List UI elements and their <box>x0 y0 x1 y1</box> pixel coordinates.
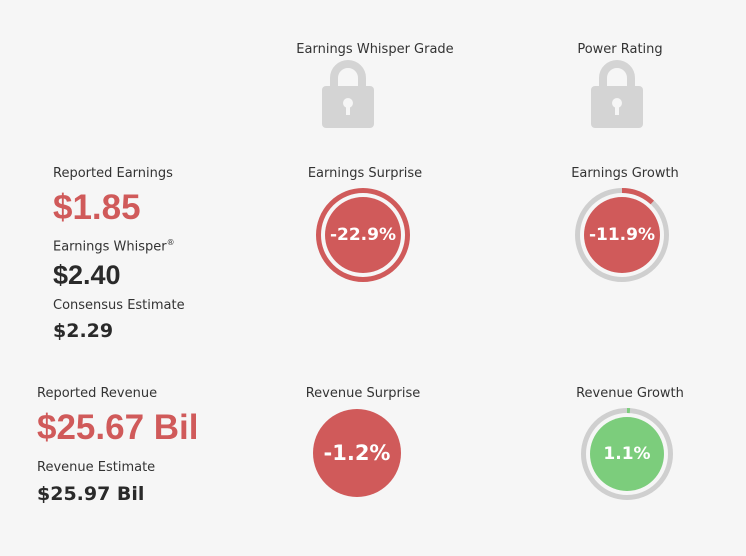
revenue-surprise-label: Revenue Surprise <box>305 386 421 401</box>
revenue-growth-value: 1.1% <box>603 444 651 464</box>
registered-mark: ® <box>166 238 175 247</box>
reported-earnings-label: Reported Earnings <box>53 166 173 181</box>
revenue-surprise-value: -1.2% <box>323 441 391 465</box>
earnings-whisper-value: $2.40 <box>53 260 121 290</box>
earnings-surprise-label: Earnings Surprise <box>307 166 423 181</box>
earnings-growth-label: Earnings Growth <box>571 166 679 181</box>
reported-earnings-value: $1.85 <box>53 188 141 227</box>
lock-icon <box>591 60 643 128</box>
reported-revenue-value: $25.67 Bil <box>37 408 199 447</box>
revenue-estimate-label: Revenue Estimate <box>37 460 156 475</box>
power-rating-label: Power Rating <box>577 42 663 57</box>
consensus-estimate-label: Consensus Estimate <box>53 298 185 313</box>
revenue-estimate-value: $25.97 Bil <box>37 483 145 505</box>
earnings-growth-gauge: -11.9% <box>575 188 669 282</box>
earnings-whisper-label: Earnings Whisper® <box>53 238 175 255</box>
earnings-whisper-grade-label: Earnings Whisper Grade <box>296 42 454 57</box>
revenue-growth-label: Revenue Growth <box>576 386 684 401</box>
earnings-surprise-gauge: -22.9% <box>316 188 410 282</box>
lock-icon <box>322 60 374 128</box>
reported-revenue-label: Reported Revenue <box>37 386 158 401</box>
earnings-growth-value: -11.9% <box>588 225 656 245</box>
earnings-surprise-value: -22.9% <box>329 225 397 245</box>
revenue-surprise-gauge: -1.2% <box>312 408 402 498</box>
revenue-growth-gauge: 1.1% <box>581 408 673 500</box>
consensus-estimate-value: $2.29 <box>53 320 114 342</box>
